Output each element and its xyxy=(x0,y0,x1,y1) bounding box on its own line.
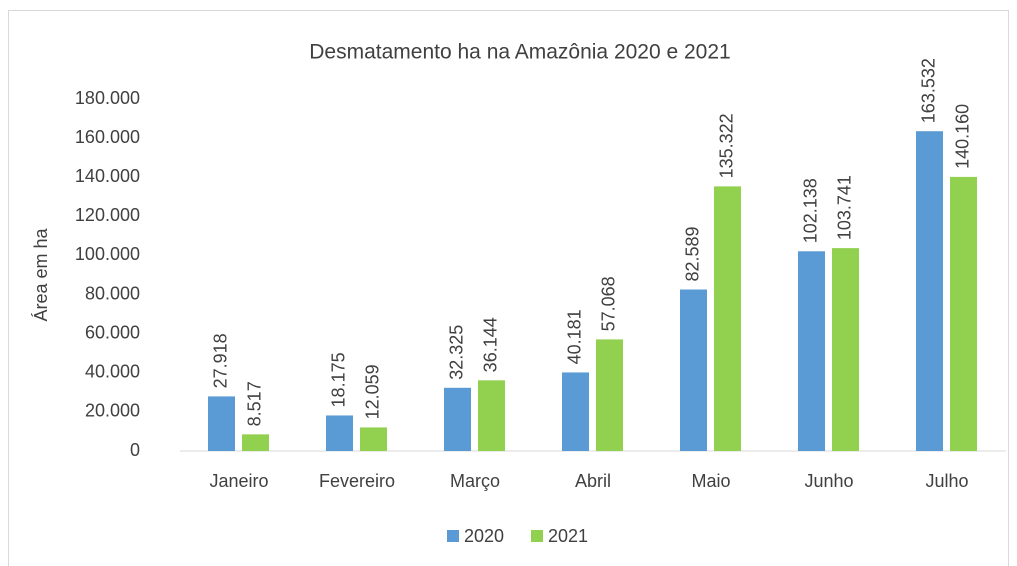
data-label: 40.181 xyxy=(564,309,584,364)
y-tick-label: 60.000 xyxy=(85,322,140,342)
y-tick-label: 0 xyxy=(130,440,140,460)
legend-swatch xyxy=(447,530,459,542)
bar xyxy=(360,427,387,451)
bar xyxy=(562,372,589,451)
y-tick-label: 140.000 xyxy=(75,166,140,186)
x-tick-label: Junho xyxy=(804,471,853,491)
data-label: 8.517 xyxy=(244,381,264,426)
y-tick-label: 180.000 xyxy=(75,88,140,108)
bar xyxy=(680,289,707,451)
data-label: 102.138 xyxy=(800,178,820,243)
data-label: 82.589 xyxy=(682,226,702,281)
y-axis-title: Área em ha xyxy=(31,227,51,321)
bar xyxy=(916,131,943,451)
y-tick-label: 40.000 xyxy=(85,362,140,382)
y-tick-label: 160.000 xyxy=(75,127,140,147)
legend-label: 2020 xyxy=(464,526,504,546)
x-tick-label: Julho xyxy=(925,471,968,491)
data-label: 57.068 xyxy=(598,276,618,331)
data-label: 27.918 xyxy=(210,333,230,388)
data-label: 163.532 xyxy=(918,58,938,123)
x-tick-label: Março xyxy=(450,471,500,491)
data-label: 12.059 xyxy=(362,364,382,419)
legend-swatch xyxy=(531,530,543,542)
y-tick-label: 80.000 xyxy=(85,283,140,303)
y-tick-label: 20.000 xyxy=(85,401,140,421)
x-tick-label: Abril xyxy=(575,471,611,491)
bar xyxy=(714,186,741,452)
data-label: 18.175 xyxy=(328,352,348,407)
y-tick-label: 120.000 xyxy=(75,205,140,225)
bar xyxy=(798,251,825,451)
bar xyxy=(326,415,353,451)
data-label: 36.144 xyxy=(480,317,500,372)
bar xyxy=(832,248,859,451)
bar xyxy=(242,434,269,451)
data-label: 32.325 xyxy=(446,325,466,380)
data-label: 135.322 xyxy=(716,113,736,178)
chart-title: Desmatamento ha na Amazônia 2020 e 2021 xyxy=(309,41,730,64)
bar xyxy=(208,396,235,451)
bar xyxy=(478,380,505,451)
y-tick-label: 100.000 xyxy=(75,244,140,264)
bar xyxy=(444,387,471,451)
x-tick-label: Fevereiro xyxy=(319,471,395,491)
bar xyxy=(596,339,623,451)
data-label: 103.741 xyxy=(834,175,854,240)
x-tick-label: Maio xyxy=(691,471,730,491)
x-tick-label: Janeiro xyxy=(209,471,268,491)
bar xyxy=(950,176,977,451)
legend-label: 2021 xyxy=(548,526,588,546)
data-label: 140.160 xyxy=(952,104,972,169)
